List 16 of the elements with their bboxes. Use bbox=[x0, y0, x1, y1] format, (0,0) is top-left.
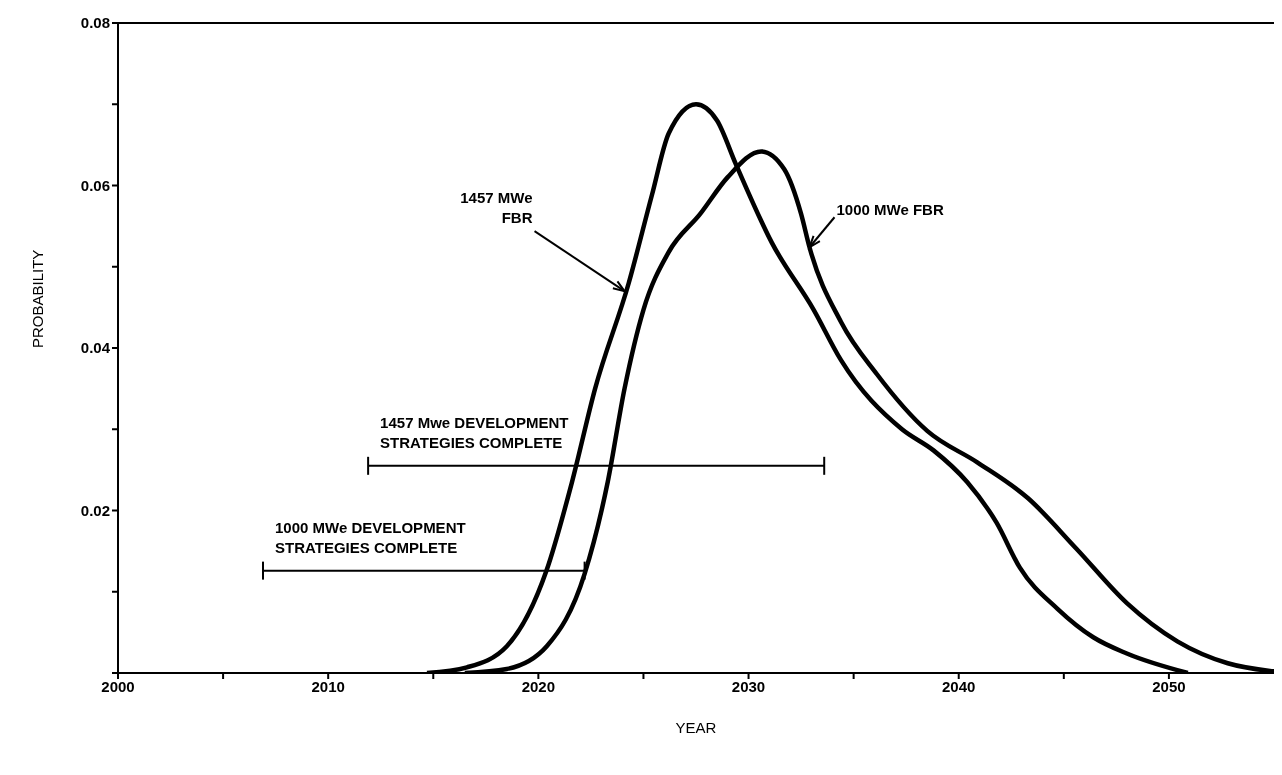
x-tick-label: 2000 bbox=[101, 677, 135, 695]
series-label: 1000 MWe DEVELOPMENT STRATEGIES COMPLETE bbox=[275, 518, 466, 556]
y-tick-label: 0.04 bbox=[80, 339, 111, 357]
y-tick-label: 0.02 bbox=[80, 501, 110, 519]
series-label: 1457 Mwe DEVELOPMENT STRATEGIES COMPLETE bbox=[380, 413, 569, 451]
y-tick-label: 0.06 bbox=[80, 176, 110, 194]
y-tick-label: 0.08 bbox=[80, 14, 110, 32]
annotation: 1457 MWe FBR bbox=[460, 189, 533, 227]
x-tick-label: 2010 bbox=[311, 677, 345, 695]
x-tick-label: 2030 bbox=[731, 677, 766, 695]
annotation: 1000 MWe FBR bbox=[836, 201, 944, 219]
y-axis-title: PROBABILITY bbox=[29, 249, 47, 348]
x-axis-title: YEAR bbox=[675, 719, 717, 736]
x-tick-label: 2020 bbox=[521, 677, 556, 695]
x-tick-label: 2040 bbox=[942, 677, 976, 695]
x-tick-label: 2050 bbox=[1152, 677, 1186, 695]
